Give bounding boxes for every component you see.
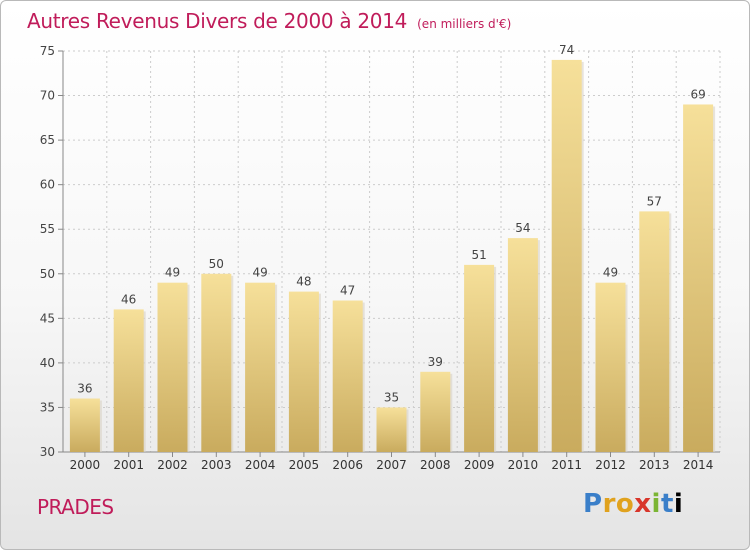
x-tick-label: 2001 [113,458,144,472]
bar-value-label: 57 [647,194,662,208]
x-tick-label: 2005 [289,458,320,472]
y-tick-label: 50 [40,267,55,281]
bar-value-label: 47 [340,284,355,298]
axes: 30 35 40 45 50 55 60 65 70 75 2000 2001 2002 2003 2004… [40,44,720,472]
bar [464,264,495,452]
bar [639,211,670,452]
y-tick-label: 75 [40,44,55,58]
logo-letter: r [602,489,616,519]
x-tick-label: 2007 [376,458,407,472]
x-tick-label: 2010 [508,458,539,472]
bar [201,273,232,452]
x-tick-label: 2004 [245,458,276,472]
y-tick-label: 60 [40,178,55,192]
bar-value-label: 48 [296,275,311,289]
bar-value-label: 49 [252,266,267,280]
bar-value-label: 35 [384,390,399,404]
x-tick-label: 2003 [201,458,232,472]
bar-value-label: 50 [209,257,224,271]
logo-letter: P [583,489,603,519]
bars [69,59,716,453]
bar-value-label: 74 [559,43,574,57]
proxiti-logo[interactable]: Proxiti [583,489,683,519]
bar [157,282,188,452]
logo-letter: i [673,489,684,519]
bar-value-label: 39 [428,355,443,369]
x-tick-label: 2013 [639,458,670,472]
place-name: PRADES [37,495,114,519]
chart-title: Autres Revenus Divers de 2000 à 2014 (en… [27,9,511,33]
logo-letter: i [651,489,661,519]
bar-value-label: 69 [690,87,705,101]
y-tick-label: 45 [40,311,55,325]
chart-subtitle: (en milliers d'€) [417,17,512,31]
x-tick-label: 2008 [420,458,451,472]
bar [113,309,144,452]
y-tick-label: 30 [40,445,55,459]
bar-value-label: 49 [165,266,180,280]
bar-value-label: 46 [121,292,136,306]
bar-value-label: 36 [77,382,92,396]
bar [245,282,276,452]
x-tick-label: 2002 [157,458,188,472]
bar [420,371,451,452]
bar-value-label: 49 [603,266,618,280]
y-tick-label: 35 [40,400,55,414]
x-tick-label: 2012 [595,458,626,472]
chart-title-text: Autres Revenus Divers de 2000 à 2014 [27,9,408,33]
logo-letter: x [634,489,652,519]
y-tick-label: 65 [40,133,55,147]
y-tick-label: 40 [40,356,55,370]
bar-value-label: 51 [471,248,486,262]
logo-letter: o [615,489,635,519]
bar [332,300,363,452]
data-labels: 36 46 49 50 49 48 47 35 39 51 54 74 49 57 69 [77,43,705,405]
x-tick-label: 2011 [551,458,582,472]
bar [288,291,319,452]
bar [376,407,407,452]
bar [683,104,714,452]
y-tick-label: 55 [40,222,55,236]
x-tick-label: 2006 [332,458,363,472]
bar [551,59,582,453]
x-tick-label: 2000 [70,458,101,472]
x-tick-label: 2014 [683,458,714,472]
bar [507,238,538,452]
logo-letter: t [660,489,674,519]
bar-value-label: 54 [515,221,530,235]
x-tick-label: 2009 [464,458,495,472]
bar [595,282,626,452]
bar [69,398,100,452]
y-tick-label: 70 [40,89,55,103]
